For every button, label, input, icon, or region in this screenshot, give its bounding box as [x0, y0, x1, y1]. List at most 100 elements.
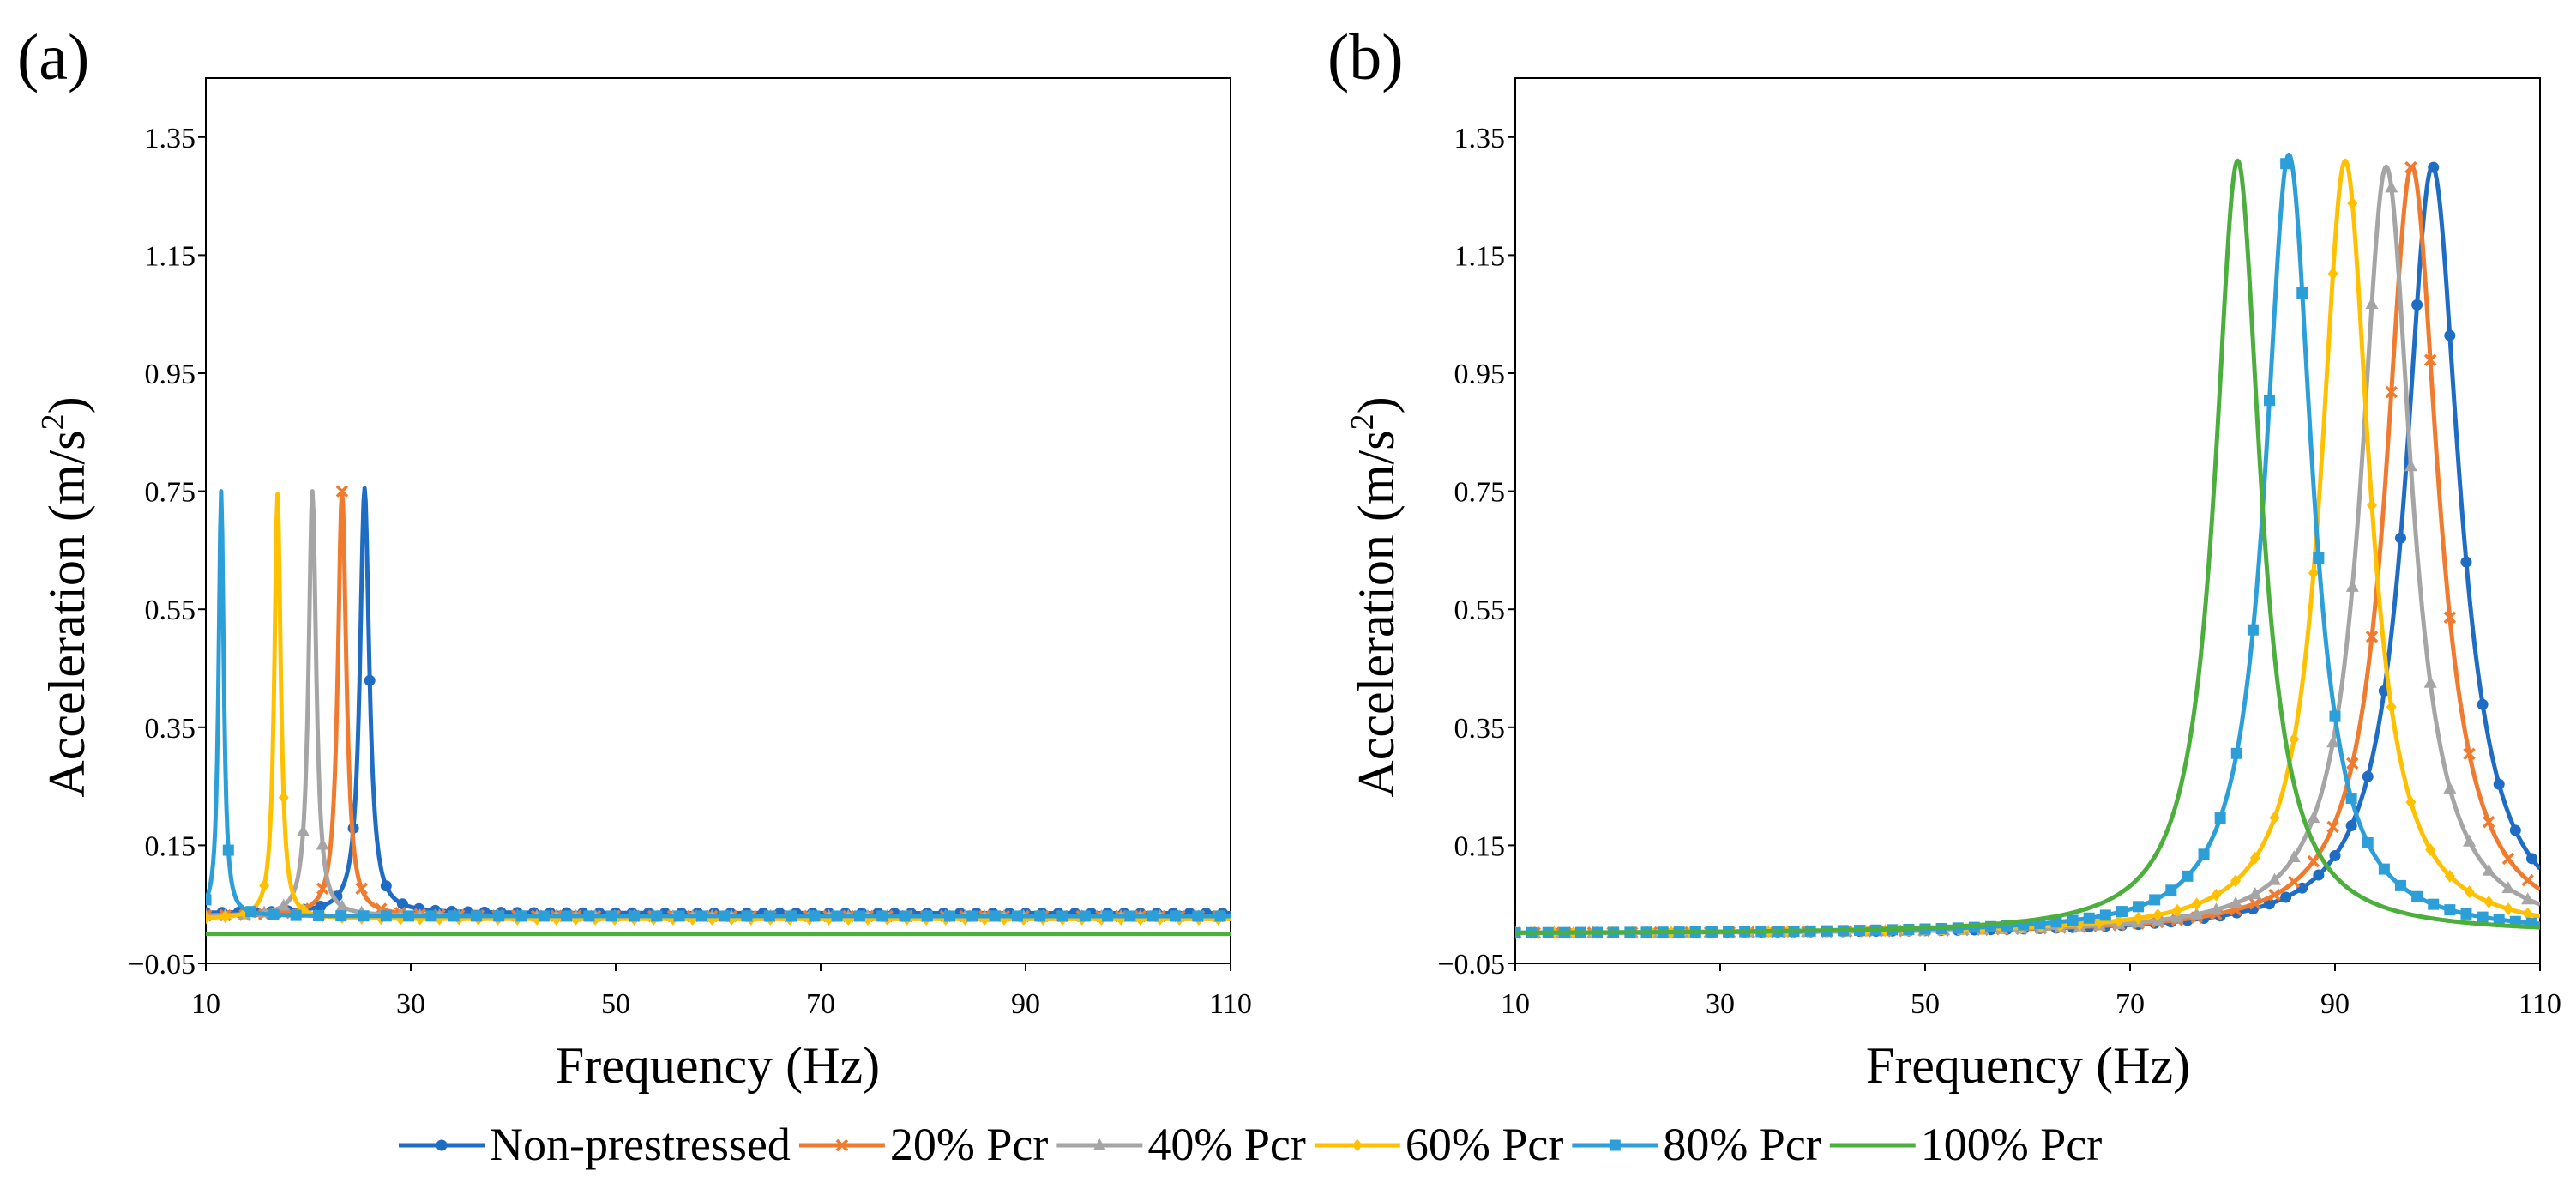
panel-b-point-40pct-pcr	[2463, 834, 2477, 847]
panel-b-label: (b)	[1327, 21, 1404, 94]
panel-b-point-20pct-pcr	[2248, 897, 2262, 910]
panel-b-point-40pct-pcr	[2190, 907, 2204, 920]
panel-a-point-40pct-pcr	[316, 837, 329, 850]
panel-a-point-80pct-pcr	[651, 910, 663, 922]
panel-b-xtick-label: 10	[1501, 988, 1530, 1020]
panel-b-point-60pct-pcr	[2191, 897, 2202, 911]
panel-a-point-80pct-pcr	[470, 910, 482, 922]
panel-a-point-80pct-pcr	[538, 910, 550, 922]
panel-a-point-80pct-pcr	[1011, 910, 1023, 922]
panel-b-point-40pct-pcr	[2423, 675, 2437, 688]
legend-item-20pct-pcr: 20% Pcr	[798, 1119, 1048, 1170]
panel-b-point-40pct-pcr	[2248, 887, 2262, 900]
panel-a-point-80pct-pcr	[380, 910, 392, 922]
panel-a-xtick-label: 50	[601, 988, 630, 1020]
panel-a-point-80pct-pcr	[741, 910, 753, 922]
panel-b-point-non-prestressed	[2313, 869, 2325, 881]
legend-swatch-marker	[1351, 1138, 1363, 1152]
panel-b-point-20pct-pcr	[2521, 873, 2534, 887]
panel-a-xtick-label: 70	[806, 988, 835, 1020]
panel-b-point-60pct-pcr	[2347, 196, 2358, 210]
panel-b-point-60pct-pcr	[2133, 911, 2144, 925]
panel-b-point-60pct-pcr	[2405, 795, 2417, 809]
panel-a-point-60pct-pcr	[206, 911, 211, 925]
panel-a-point-80pct-pcr	[831, 910, 843, 922]
panel-a-point-20pct-pcr	[316, 882, 329, 896]
panel-a-point-80pct-pcr	[358, 910, 370, 922]
panel-a-point-non-prestressed	[380, 880, 392, 892]
panel-a-point-non-prestressed	[315, 901, 327, 913]
panel-b-point-non-prestressed	[2444, 329, 2456, 341]
panel-b-point-80pct-pcr	[2149, 894, 2161, 906]
panel-b-point-60pct-pcr	[2502, 902, 2513, 916]
panel-b-ytick-label: 1.15	[1454, 240, 1506, 272]
panel-b-plot-frame	[1514, 77, 2541, 964]
panel-a-point-80pct-pcr	[1079, 910, 1091, 922]
panel-a-point-60pct-pcr	[259, 878, 270, 892]
panel-b-point-80pct-pcr	[2362, 837, 2374, 849]
panel-b-ytick-label: −0.05	[1437, 949, 1505, 981]
panel-a-label: (a)	[17, 21, 89, 94]
panel-a-point-non-prestressed	[396, 898, 408, 910]
panel-a-point-80pct-pcr	[245, 906, 257, 918]
panel-a-ytick-label: 0.15	[145, 830, 196, 862]
panel-a-point-80pct-pcr	[966, 910, 978, 922]
panel-b-point-non-prestressed	[2394, 532, 2406, 544]
panel-b-point-20pct-pcr	[2443, 611, 2457, 624]
panel-b-point-60pct-pcr	[2308, 566, 2319, 580]
panel-b-point-80pct-pcr	[2329, 710, 2341, 722]
panel-a-point-80pct-pcr	[515, 910, 527, 922]
panel-a-point-40pct-pcr	[277, 898, 291, 911]
panel-b-point-80pct-pcr	[2477, 911, 2489, 923]
panel-b-point-80pct-pcr	[2313, 552, 2325, 564]
panel-a-plot-frame	[205, 77, 1231, 964]
panel-b-point-40pct-pcr	[2521, 892, 2535, 905]
panel-b-point-non-prestressed	[2280, 891, 2292, 903]
panel-b-point-60pct-pcr	[2269, 811, 2280, 824]
panel-b-point-80pct-pcr	[2345, 793, 2357, 805]
panel-a-point-80pct-pcr	[561, 910, 573, 922]
panel-a-point-80pct-pcr	[876, 910, 888, 922]
panel-b-point-non-prestressed	[2477, 698, 2489, 710]
panel-a-point-80pct-pcr	[403, 910, 415, 922]
panel-b-xlabel: Frequency (Hz)	[1866, 1037, 2190, 1094]
legend-item-40pct-pcr: 40% Pcr	[1056, 1119, 1306, 1170]
panel-b-point-80pct-pcr	[2230, 747, 2242, 759]
panel-b-point-60pct-pcr	[2522, 907, 2533, 920]
panel-b-point-60pct-pcr	[2152, 908, 2164, 922]
panel-a-ytick-label: 0.75	[145, 477, 196, 509]
panel-a-xtick-label: 90	[1011, 988, 1040, 1020]
panel-a-point-80pct-pcr	[493, 910, 505, 922]
legend-swatch-marker	[1092, 1138, 1106, 1150]
panel-a-ylabel: Acceleration (m/s2)	[35, 396, 95, 797]
panel-b-point-non-prestressed	[2345, 820, 2357, 832]
panel-b-point-20pct-pcr	[2365, 631, 2379, 643]
panel-b-point-80pct-pcr	[2428, 898, 2440, 910]
panel-b-point-20pct-pcr	[2326, 820, 2339, 834]
legend-label: 60% Pcr	[1405, 1119, 1563, 1170]
legend-item-80pct-pcr: 80% Pcr	[1572, 1119, 1821, 1170]
panel-b-point-40pct-pcr	[2501, 881, 2515, 894]
legend-item-60pct-pcr: 60% Pcr	[1314, 1119, 1563, 1170]
panel-b-ytick-label: 0.55	[1454, 594, 1506, 626]
panel-b-series-100pct-pcr	[1515, 158, 2540, 935]
panel-b-point-20pct-pcr	[2307, 854, 2320, 868]
panel-a-point-80pct-pcr	[312, 909, 324, 921]
legend-swatch-marker	[835, 1138, 849, 1152]
panel-b-xtick-label: 90	[2320, 988, 2350, 1020]
panel-b-point-20pct-pcr	[2483, 815, 2495, 829]
panel-b-point-40pct-pcr	[2267, 872, 2281, 885]
panel-a-point-80pct-pcr	[673, 910, 685, 922]
panel-b-point-40pct-pcr	[2365, 297, 2379, 310]
panel-b-point-60pct-pcr	[2230, 874, 2242, 888]
panel-b-point-80pct-pcr	[2116, 906, 2128, 918]
panel-b-point-80pct-pcr	[2050, 916, 2062, 928]
legend-label: 80% Pcr	[1663, 1119, 1821, 1170]
panel-a-point-80pct-pcr	[1169, 910, 1181, 922]
panel-b-line-60pct-pcr	[1515, 158, 2540, 935]
panel-b-ylabel: Acceleration (m/s2)	[1345, 396, 1405, 797]
panel-b-point-80pct-pcr	[2411, 890, 2423, 902]
panel-a-point-80pct-pcr	[290, 909, 302, 921]
panel-a-point-80pct-pcr	[763, 910, 775, 922]
panel-a-series-20pct-pcr	[206, 485, 1231, 923]
